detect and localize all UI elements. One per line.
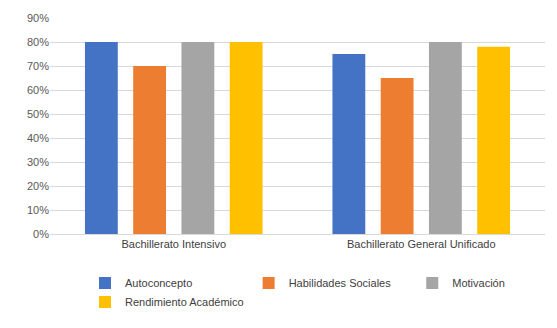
svg-text:Rendimiento Académico: Rendimiento Académico	[125, 296, 244, 308]
svg-text:0%: 0%	[33, 228, 49, 240]
svg-text:Bachillerato Intensivo: Bachillerato Intensivo	[121, 238, 226, 250]
svg-text:50%: 50%	[27, 108, 49, 120]
svg-text:90%: 90%	[27, 12, 49, 24]
svg-text:10%: 10%	[27, 204, 49, 216]
svg-text:40%: 40%	[27, 132, 49, 144]
svg-text:Motivación: Motivación	[452, 277, 505, 289]
svg-text:30%: 30%	[27, 156, 49, 168]
svg-text:80%: 80%	[27, 36, 49, 48]
svg-text:20%: 20%	[27, 180, 49, 192]
svg-text:60%: 60%	[27, 84, 49, 96]
svg-text:Bachillerato General Unificado: Bachillerato General Unificado	[347, 238, 496, 250]
svg-text:70%: 70%	[27, 60, 49, 72]
svg-text:Habilidades Sociales: Habilidades Sociales	[289, 277, 392, 289]
svg-text:Autoconcepto: Autoconcepto	[125, 277, 192, 289]
